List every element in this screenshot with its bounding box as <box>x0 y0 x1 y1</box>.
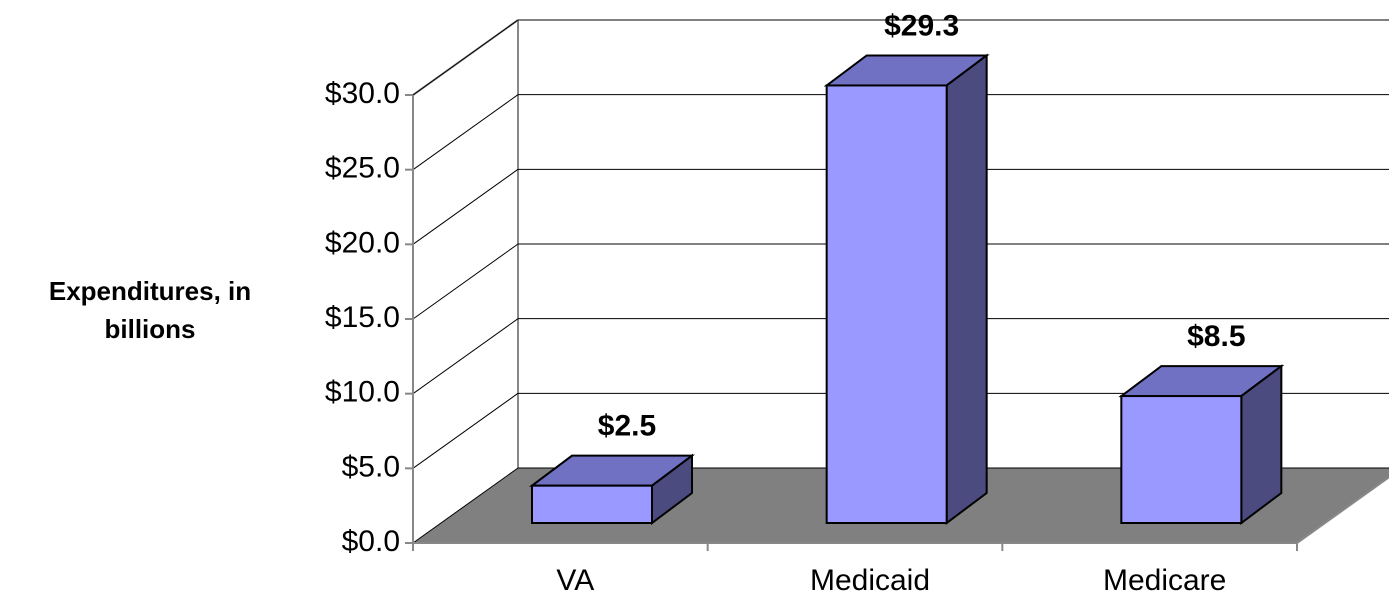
bar <box>1120 395 1243 525</box>
grid-line <box>412 94 519 171</box>
bar <box>531 484 653 524</box>
y-tick-label: $25.0 <box>325 152 400 185</box>
grid-line <box>412 168 519 245</box>
y-tick-label: $15.0 <box>325 301 400 334</box>
y-tick-label: $10.0 <box>325 376 400 409</box>
y-axis-label: Expenditures, in billions <box>48 276 252 344</box>
grid-line <box>412 392 519 469</box>
grid-line <box>412 19 519 96</box>
grid-line <box>412 243 519 320</box>
x-tick-label: Medicare <box>1103 564 1226 597</box>
x-tick-label: VA <box>556 564 594 597</box>
bar <box>825 84 948 524</box>
grid-line <box>412 467 519 544</box>
y-tick-label: $0.0 <box>342 525 400 558</box>
y-tick-label: $5.0 <box>342 450 400 483</box>
bar-side <box>945 53 988 525</box>
x-tick-label: Medicaid <box>810 564 930 597</box>
y-tick-label: $20.0 <box>325 226 400 259</box>
floor-right-edge <box>1296 476 1389 544</box>
y-tick-label: $30.0 <box>325 77 400 110</box>
value-label: $29.3 <box>884 9 959 42</box>
value-label: $2.5 <box>598 410 656 443</box>
value-label: $8.5 <box>1187 320 1245 353</box>
grid-line <box>412 318 519 395</box>
